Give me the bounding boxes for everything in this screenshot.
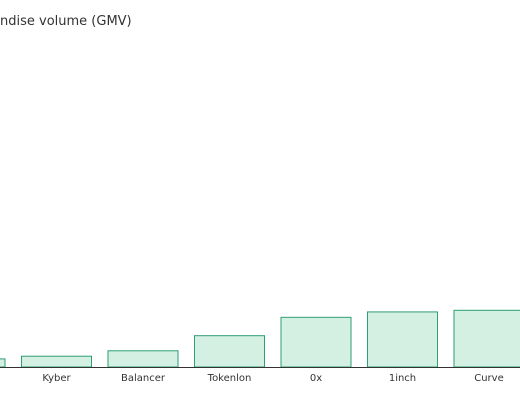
bar-curve [453, 309, 520, 368]
bar-kyber [21, 355, 92, 368]
x-tick-label-kyber: Kyber [42, 373, 71, 384]
chart-title: ndise volume (GMV) [0, 14, 132, 29]
x-tick-label-curve: Curve [474, 373, 504, 384]
bar-balancer [107, 350, 179, 368]
bar-tokenlon [194, 335, 265, 368]
bar-0x [280, 316, 352, 368]
x-tick-label-tokenlon: Tokenlon [207, 373, 252, 384]
bars-layer [0, 309, 520, 368]
x-tick-label-1inch: 1inch [389, 373, 416, 384]
x-tick-label-balancer: Balancer [121, 373, 166, 384]
bar-1inch [367, 311, 438, 368]
bar-cropped [0, 358, 6, 368]
x-tick-label-0x: 0x [310, 373, 322, 384]
x-tick-labels: Kyber Balancer Tokenlon 0x 1inch Curve [42, 373, 503, 384]
